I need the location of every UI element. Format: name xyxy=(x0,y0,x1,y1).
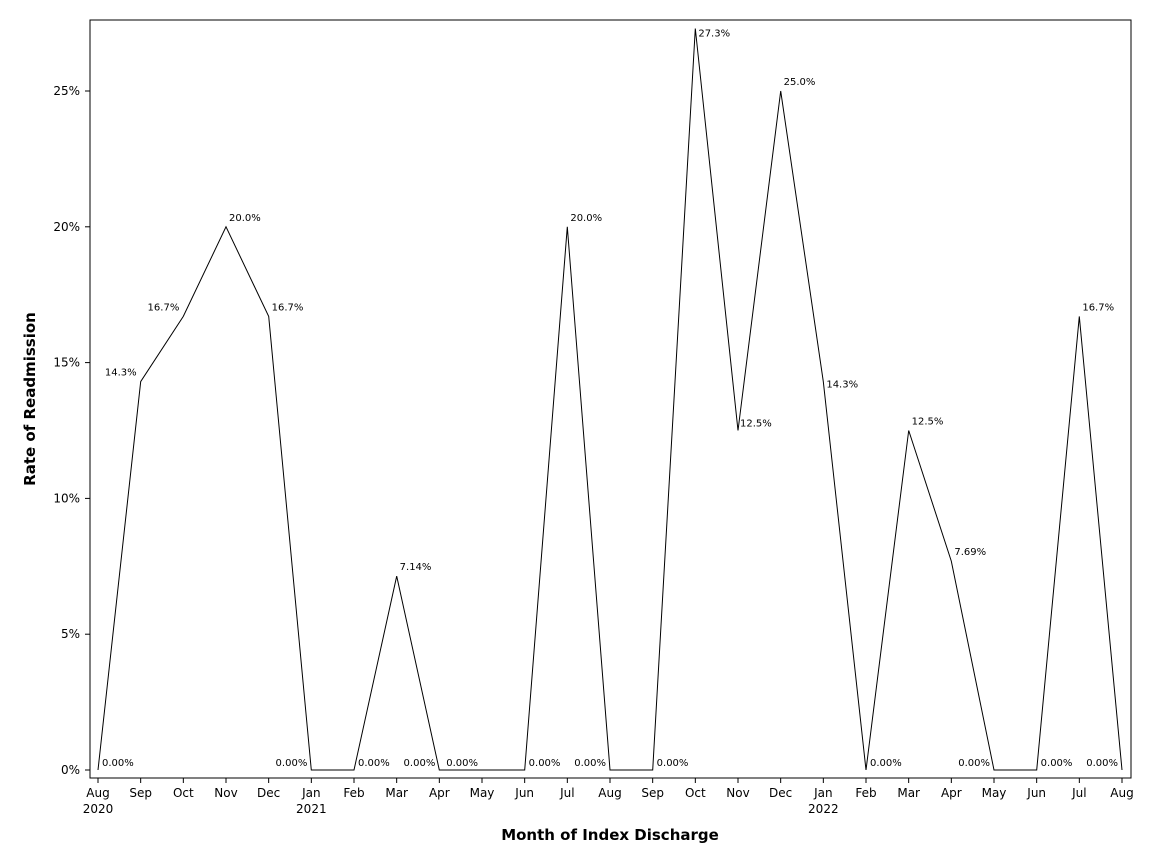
x-tick-label: May xyxy=(982,786,1007,800)
x-tick-label: Jan xyxy=(301,786,321,800)
data-label: 12.5% xyxy=(740,419,772,430)
y-tick-label: 10% xyxy=(53,491,80,505)
data-label: 0.00% xyxy=(1041,758,1073,769)
x-tick-label: Apr xyxy=(941,786,962,800)
data-label: 14.3% xyxy=(105,368,137,379)
data-labels: 0.00% 14.3% 16.7% 20.0% 16.7% 0.00% 0.00% 7.14%… xyxy=(102,29,1118,769)
y-axis: 0% 5% 10% 15% 20% 25% xyxy=(53,84,90,777)
x-tick-label: Apr xyxy=(429,786,450,800)
data-label: 0.00% xyxy=(404,758,436,769)
y-tick-label: 5% xyxy=(61,627,80,641)
data-label: 0.00% xyxy=(1086,758,1118,769)
x-tick-label: Nov xyxy=(726,786,749,800)
data-label: 16.7% xyxy=(272,302,304,313)
x-tick-label: Dec xyxy=(257,786,280,800)
data-label: 7.14% xyxy=(400,562,432,573)
data-label: 16.7% xyxy=(1082,302,1114,313)
data-label: 0.00% xyxy=(358,758,390,769)
x-tick-label: Mar xyxy=(897,786,920,800)
data-label: 7.69% xyxy=(954,547,986,558)
x-tick-label: Aug xyxy=(86,786,109,800)
y-tick-label: 20% xyxy=(53,220,80,234)
x-tick-label: Sep xyxy=(129,786,152,800)
x-tick-label: Oct xyxy=(173,786,194,800)
x-tick-year-label: 2021 xyxy=(296,802,327,816)
data-label: 0.00% xyxy=(870,758,902,769)
x-tick-label: Jun xyxy=(514,786,534,800)
x-tick-label: Jun xyxy=(1026,786,1046,800)
y-tick-label: 0% xyxy=(61,763,80,777)
data-label: 0.00% xyxy=(102,758,134,769)
x-tick-label: Jul xyxy=(559,786,574,800)
data-label: 0.00% xyxy=(958,758,990,769)
data-label: 0.00% xyxy=(276,758,308,769)
x-tick-year-label: 2020 xyxy=(83,802,114,816)
x-tick-label: Feb xyxy=(343,786,364,800)
data-label: 12.5% xyxy=(912,417,944,428)
x-tick-label: Jul xyxy=(1071,786,1086,800)
data-label: 20.0% xyxy=(229,213,261,224)
x-tick-label: Sep xyxy=(641,786,664,800)
y-tick-label: 15% xyxy=(53,356,80,370)
x-tick-label: Nov xyxy=(214,786,237,800)
data-label: 16.7% xyxy=(148,302,180,313)
y-axis-title: Rate of Readmission xyxy=(21,312,39,486)
data-label: 14.3% xyxy=(826,380,858,391)
data-label: 0.00% xyxy=(446,758,478,769)
y-tick-label: 25% xyxy=(53,84,80,98)
x-tick-label: Feb xyxy=(855,786,876,800)
x-axis-title: Month of Index Discharge xyxy=(501,826,719,844)
x-tick-year-label: 2022 xyxy=(808,802,839,816)
x-tick-label: Aug xyxy=(598,786,621,800)
data-label: 27.3% xyxy=(698,29,730,40)
plot-frame xyxy=(89,19,1132,779)
x-axis: Aug 2020 Sep Oct Nov Dec Jan 2021 Feb Mar Apr May Ju… xyxy=(83,778,1134,816)
x-tick-label: Jan xyxy=(813,786,833,800)
data-label: 20.0% xyxy=(570,213,602,224)
data-label: 0.00% xyxy=(574,758,606,769)
x-tick-label: Mar xyxy=(385,786,408,800)
data-label: 0.00% xyxy=(657,758,689,769)
data-label: 25.0% xyxy=(784,77,816,88)
x-tick-label: Dec xyxy=(769,786,792,800)
x-tick-label: May xyxy=(470,786,495,800)
x-tick-label: Aug xyxy=(1110,786,1133,800)
readmission-rate-line xyxy=(97,28,1123,771)
data-label: 0.00% xyxy=(529,758,561,769)
x-tick-label: Oct xyxy=(685,786,706,800)
